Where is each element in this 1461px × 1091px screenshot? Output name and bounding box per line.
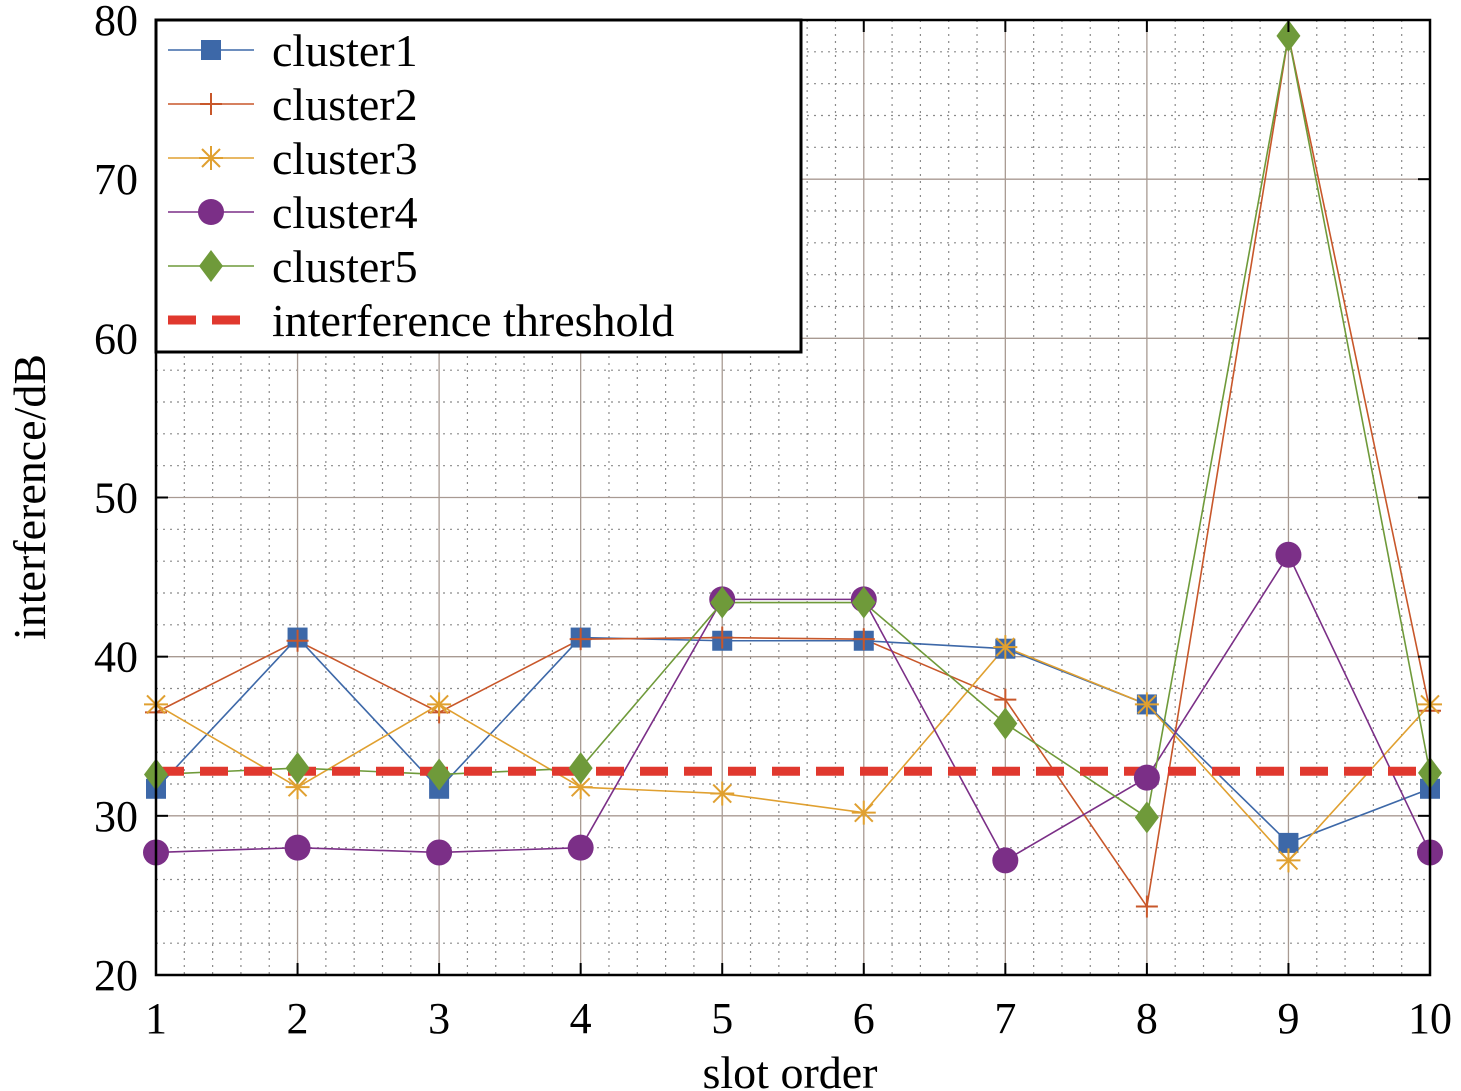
star-marker-stroke (287, 777, 308, 797)
data-point-cluster5 (851, 586, 876, 619)
x-tick-label: 2 (287, 994, 309, 1043)
x-tick-label: 7 (994, 994, 1016, 1043)
data-point-cluster4 (1275, 541, 1302, 568)
data-point-cluster2 (569, 628, 592, 651)
y-tick-label: 40 (94, 633, 138, 682)
series-lines (155, 35, 1431, 909)
star-marker-stroke (570, 777, 591, 797)
data-point-cluster5 (427, 758, 452, 791)
legend-marker-cluster4 (198, 199, 224, 225)
y-tick-label: 60 (94, 314, 138, 363)
x-axis-label: slot order (702, 1047, 877, 1091)
x-tick-labels: 1 2 3 4 5 6 7 8 9 10 (145, 994, 1452, 1043)
y-tick-label: 20 (94, 951, 138, 1000)
series-line-cluster5 (155, 35, 1431, 819)
legend-label-cluster1: cluster1 (272, 25, 418, 76)
series-line-cluster2 (155, 35, 1431, 909)
data-point-cluster2 (1135, 895, 1158, 918)
legend-label-cluster2: cluster2 (272, 79, 418, 130)
x-tick-label: 5 (711, 994, 733, 1043)
data-point-cluster3 (427, 692, 452, 717)
data-point-cluster2 (994, 688, 1017, 711)
data-point-cluster4 (426, 839, 453, 866)
star-marker-stroke (1137, 694, 1157, 715)
legend-label-cluster4: cluster4 (272, 187, 418, 238)
x-tick-label: 6 (853, 994, 875, 1043)
data-point-cluster3 (1276, 848, 1301, 873)
star-marker-stroke (429, 694, 449, 715)
legend-label-cluster3: cluster3 (272, 133, 418, 184)
data-point-cluster3 (285, 775, 310, 800)
legend-marker-cluster2 (200, 93, 222, 115)
y-tick-label: 80 (94, 0, 138, 45)
star-marker-stroke (201, 148, 221, 168)
x-tick-label: 10 (1408, 994, 1452, 1043)
data-point-cluster2 (852, 628, 875, 651)
data-point-cluster3 (1134, 692, 1159, 717)
y-axis-label: interference/dB (4, 354, 55, 640)
legend-label-cluster5: cluster5 (272, 241, 418, 292)
y-tick-label: 50 (94, 474, 138, 523)
legend-marker-cluster1 (201, 40, 221, 60)
data-point-cluster3 (993, 635, 1018, 660)
data-point-cluster5 (285, 752, 310, 785)
data-point-cluster2 (286, 629, 309, 652)
data-point-cluster4 (567, 834, 594, 861)
star-marker-stroke (995, 637, 1016, 657)
data-point-cluster5 (710, 586, 735, 619)
y-tick-label: 70 (94, 155, 138, 204)
data-point-cluster4 (284, 834, 311, 861)
data-point-cluster2 (711, 626, 734, 649)
star-marker-stroke (1278, 850, 1299, 871)
data-point-cluster5 (1134, 801, 1159, 834)
series-line-cluster1 (155, 636, 1431, 844)
data-point-cluster3 (851, 800, 876, 825)
y-tick-labels: 20 30 40 50 60 70 80 (94, 0, 138, 1000)
legend-marker-cluster3 (199, 146, 223, 170)
legend-label-interference-threshold: interference threshold (272, 295, 674, 346)
star-marker-stroke (712, 783, 732, 804)
series-line-cluster4 (155, 553, 1431, 862)
y-tick-label: 30 (94, 792, 138, 841)
data-point-cluster3 (710, 781, 735, 806)
star-marker-stroke (854, 802, 874, 823)
data-point-cluster4 (992, 847, 1019, 874)
legend-marker-cluster5 (199, 250, 223, 282)
x-tick-label: 4 (570, 994, 592, 1043)
x-tick-label: 3 (428, 994, 450, 1043)
x-tick-label: 9 (1277, 994, 1299, 1043)
legend-box (154, 18, 803, 354)
data-point-cluster3 (568, 775, 593, 800)
data-point-cluster5 (993, 707, 1018, 740)
data-point-cluster5 (568, 752, 593, 785)
series-line-cluster3 (155, 646, 1431, 862)
legend: cluster1cluster2cluster3cluster4cluster5… (154, 18, 803, 354)
x-tick-label: 1 (145, 994, 167, 1043)
data-point-cluster1 (1278, 832, 1299, 853)
data-point-cluster5 (1276, 19, 1301, 52)
x-tick-label: 8 (1136, 994, 1158, 1043)
data-point-cluster4 (1133, 764, 1160, 791)
